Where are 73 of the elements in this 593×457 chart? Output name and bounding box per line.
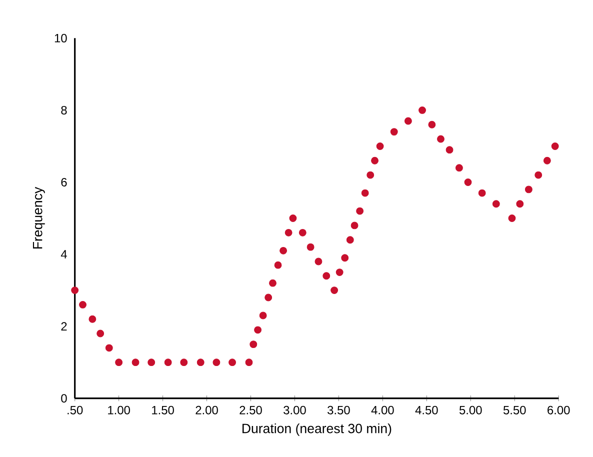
point (196, 358, 204, 366)
y-tick-label: 2 (61, 322, 67, 331)
point (164, 358, 172, 366)
point (245, 358, 253, 366)
x-tick-label: 3.00 (284, 406, 306, 414)
point (148, 358, 156, 366)
point (71, 286, 79, 294)
point (371, 156, 378, 164)
y-tick-label: 8 (61, 106, 67, 114)
point (132, 358, 140, 366)
point (264, 294, 272, 302)
point (314, 258, 322, 266)
point (390, 128, 398, 136)
point (543, 156, 551, 164)
point (508, 214, 516, 222)
x-tick-label: .50 (68, 406, 83, 414)
point (350, 222, 358, 230)
point (330, 286, 338, 294)
point (306, 243, 314, 251)
point (516, 200, 524, 208)
x-tick-label: 4.00 (371, 406, 394, 414)
point (250, 340, 258, 348)
point (534, 171, 542, 179)
point (79, 301, 86, 308)
point (455, 164, 463, 172)
point (336, 268, 344, 276)
point (464, 178, 472, 186)
y-axis-title: Frequency (32, 186, 45, 249)
point (346, 236, 354, 244)
x-tick-label: 5.00 (459, 406, 482, 414)
x-tick-label: 2.50 (240, 406, 262, 414)
point (341, 254, 349, 262)
point (404, 117, 412, 125)
x-tick-label: 5.50 (503, 406, 526, 414)
point (437, 135, 444, 143)
point (524, 186, 532, 194)
point (115, 358, 123, 366)
y-tick-label: 0 (61, 394, 67, 403)
point (322, 272, 330, 280)
point (284, 228, 292, 236)
y-tick-label: 4 (60, 250, 67, 258)
point (180, 358, 188, 366)
x-axis-title: Duration (nearest 30 min) (242, 423, 392, 436)
x-tick-label: 2.00 (196, 406, 218, 414)
point (446, 146, 454, 154)
point (418, 106, 426, 114)
point (274, 261, 282, 269)
point (492, 200, 500, 208)
point (478, 189, 486, 197)
point (269, 279, 276, 287)
point (366, 171, 374, 179)
x-tick-label: 3.50 (328, 406, 350, 414)
point (376, 142, 384, 150)
point (259, 312, 267, 320)
x-tick-label: 4.50 (415, 406, 438, 414)
point (105, 344, 113, 352)
point (289, 214, 297, 222)
x-tick-label: 1.50 (152, 406, 174, 414)
point (428, 120, 436, 128)
x-tick-label: 1.00 (108, 406, 130, 414)
point (551, 142, 559, 150)
point (361, 189, 369, 197)
x-tick-label: 6.00 (548, 406, 570, 414)
point (298, 228, 306, 236)
y-tick-label: 10 (54, 34, 67, 42)
point (212, 358, 220, 366)
y-tick-label: 6 (61, 178, 67, 187)
point (88, 315, 96, 323)
point (228, 358, 236, 366)
point (280, 246, 288, 254)
point (254, 326, 262, 334)
point (96, 330, 104, 338)
point (356, 207, 364, 215)
